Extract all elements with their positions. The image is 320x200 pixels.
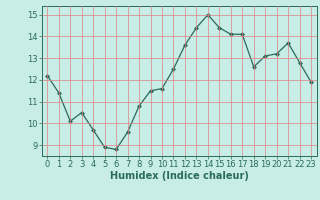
X-axis label: Humidex (Indice chaleur): Humidex (Indice chaleur)	[110, 171, 249, 181]
